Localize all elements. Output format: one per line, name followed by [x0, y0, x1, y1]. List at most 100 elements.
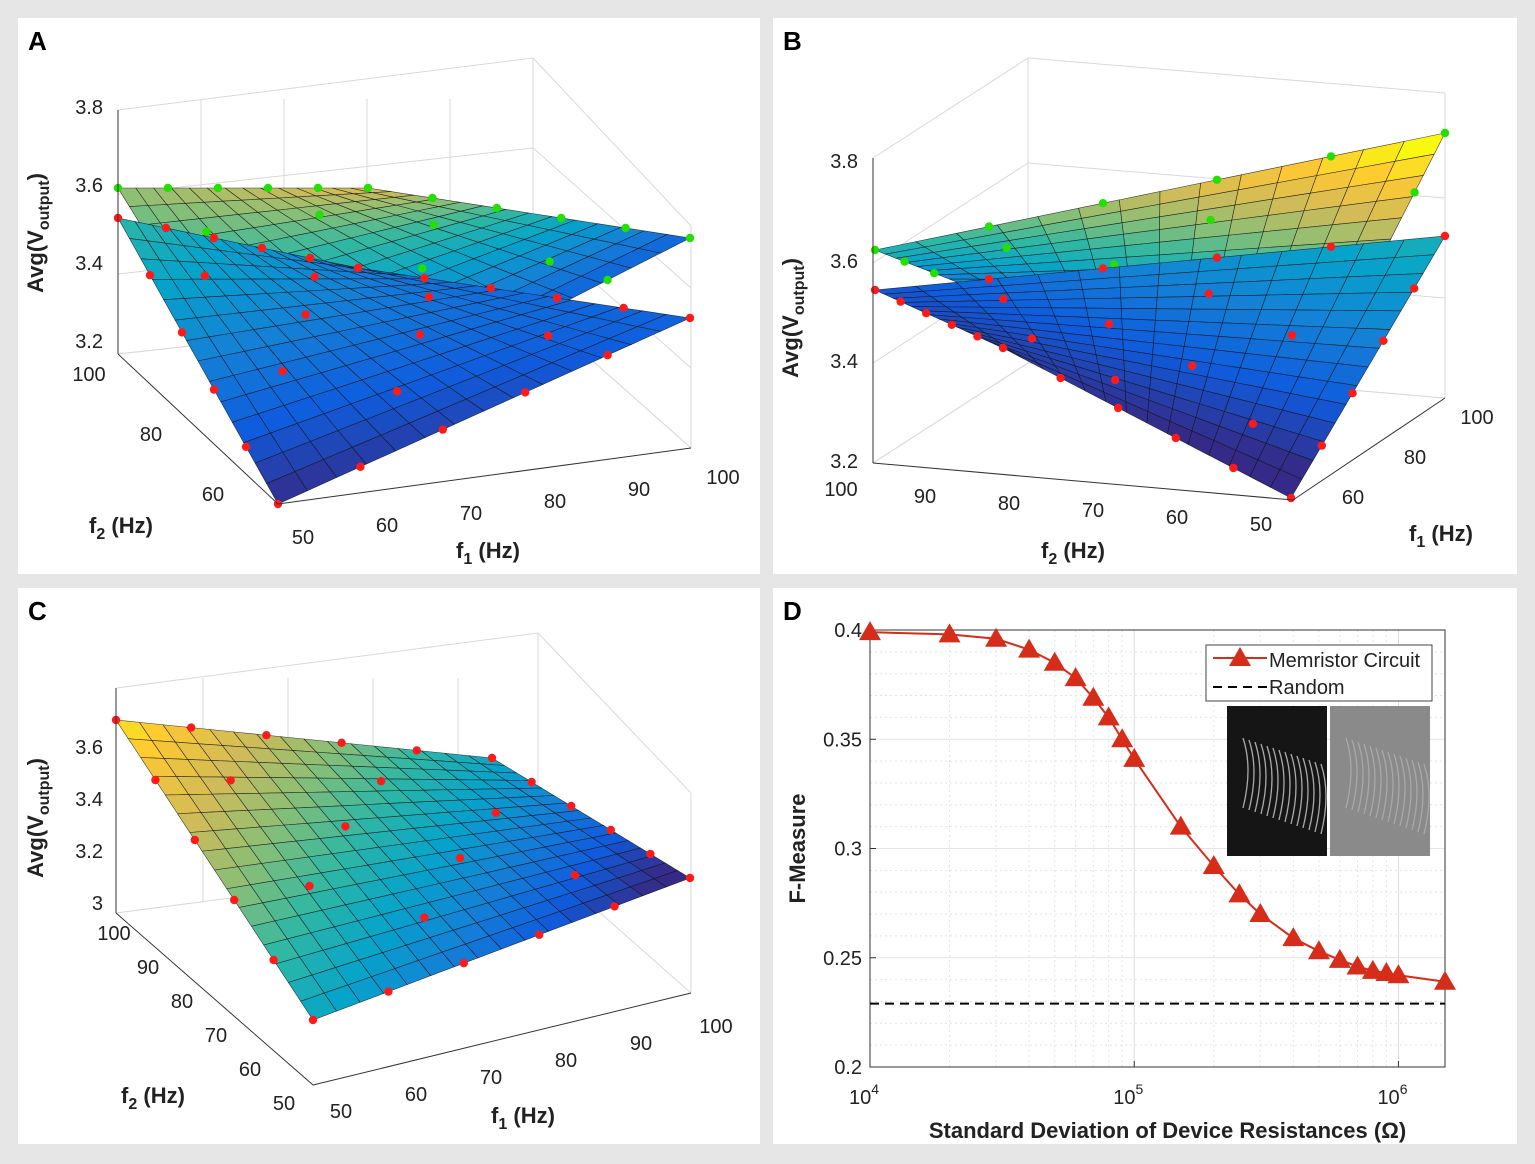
data-point-marker: [527, 777, 536, 787]
data-point-marker: [1287, 331, 1297, 340]
data-point-marker: [859, 621, 881, 641]
z-tick-label: 3.2: [75, 841, 103, 863]
data-point-marker: [363, 183, 373, 193]
data-point-marker: [619, 303, 628, 313]
data-point-marker: [209, 385, 219, 394]
data-point-marker: [1204, 289, 1213, 298]
surface-cell: [1193, 281, 1235, 297]
panel-label-b: B: [783, 26, 802, 56]
x-axis-label: f1 (Hz): [456, 538, 520, 568]
surface-cell: [1233, 265, 1278, 283]
data-point-marker: [262, 731, 271, 740]
zebra-stripe: [1272, 747, 1279, 819]
y-tick-label: 0.3: [834, 839, 862, 861]
x-tick-label: 50: [1250, 514, 1272, 536]
grid-line: [532, 147, 692, 289]
x-tick-label: 70: [460, 503, 482, 525]
grid-line: [117, 57, 534, 111]
zebra-stripe: [1375, 747, 1382, 819]
x-tick-label: 60: [1166, 507, 1188, 529]
data-point-marker: [947, 320, 956, 329]
data-point-marker: [896, 297, 905, 306]
z-tick-label: 3.4: [75, 789, 103, 811]
surface-cell: [1155, 296, 1194, 310]
surface-cell: [1225, 294, 1267, 310]
x-axis-label: f1 (Hz): [491, 1103, 555, 1133]
data-point-marker: [1326, 152, 1336, 161]
x-tick-label: 100: [706, 467, 739, 489]
x-tick-label: 104: [849, 1081, 879, 1109]
data-point-marker: [1110, 260, 1119, 269]
inset-image-noisy: [1330, 706, 1430, 856]
data-point-marker: [999, 294, 1008, 304]
grid-line: [537, 632, 692, 794]
data-point-marker: [313, 183, 323, 193]
data-point-marker: [1440, 128, 1450, 138]
zebra-stripe: [1357, 741, 1364, 813]
data-point-marker: [870, 245, 880, 255]
x-tick-label: 100: [699, 1016, 732, 1038]
surface-cell: [1047, 298, 1087, 309]
data-point-marker: [1440, 231, 1450, 241]
zebra-stripe: [1351, 739, 1358, 811]
panel-d: 0.2 0.25 0.3 0.35 0.4 104 105 106 Standard Devia…: [773, 588, 1517, 1144]
data-point-marker: [455, 853, 465, 863]
grid-line: [117, 147, 534, 195]
y-tick-label: 80: [140, 424, 162, 446]
z-tick-label: 3.2: [830, 451, 858, 473]
data-point-marker: [984, 222, 994, 231]
data-point-marker: [1212, 175, 1222, 184]
y-tick-label: 100: [1460, 407, 1493, 429]
surface-cell: [1188, 308, 1227, 324]
data-point-marker: [1110, 375, 1120, 385]
data-point-marker: [230, 895, 239, 905]
data-point-marker: [567, 801, 576, 811]
zebra-stripe: [1393, 753, 1400, 825]
data-point-marker: [606, 825, 615, 835]
surface-cell: [1006, 290, 1049, 301]
data-point-marker: [310, 272, 319, 282]
y-tick-label: 0.35: [823, 729, 862, 751]
data-point-marker: [163, 183, 173, 193]
data-point-marker: [535, 930, 544, 939]
z-axis-label: Avg(Voutput): [23, 758, 53, 878]
zebra-stripe: [1417, 761, 1424, 833]
data-point-marker: [1043, 651, 1066, 671]
data-point-marker: [922, 309, 931, 318]
data-point-marker: [428, 193, 437, 203]
data-point-marker: [190, 835, 199, 845]
z-axis-label: Avg(Voutput): [778, 258, 808, 378]
data-point-marker: [900, 257, 909, 266]
data-point-marker: [1027, 334, 1037, 343]
y-axis-label: f1 (Hz): [1409, 521, 1473, 551]
panel-label-a: A: [28, 26, 47, 56]
z-tick-label: 3.6: [830, 251, 858, 273]
y-tick-label: 60: [202, 484, 224, 506]
surface-cell: [1394, 235, 1446, 258]
surface-cell: [1229, 280, 1273, 297]
data-point-marker: [209, 233, 219, 243]
inset-image-edge-map: [1227, 706, 1327, 856]
surface-cell: [1044, 289, 1085, 300]
legend-label-random: Random: [1269, 677, 1345, 699]
x-tick-label: 90: [914, 486, 936, 508]
z-tick-label: 3.8: [75, 97, 103, 119]
data-point-marker: [1202, 854, 1225, 874]
surface-cell: [1218, 322, 1257, 340]
zebra-stripe: [1423, 763, 1430, 835]
data-point-marker: [543, 331, 553, 340]
surface-cell: [1265, 278, 1310, 296]
data-point-marker: [187, 723, 196, 732]
y-tick-label: 50: [273, 1093, 295, 1115]
data-point-marker: [341, 822, 350, 831]
surface-plot-b: 3.2 3.4 3.6 3.8 100 90 80 70 60 50 60 80 100 f2 (Hz) f…: [778, 57, 1494, 568]
data-point-marker: [1114, 403, 1123, 413]
x-tick-label: 60: [405, 1084, 427, 1106]
z-tick-label: 3.6: [75, 175, 103, 197]
data-point-marker: [412, 746, 421, 755]
grid-line: [532, 57, 692, 227]
data-point-marker: [392, 387, 402, 396]
data-point-marker: [557, 213, 566, 223]
data-point-marker: [356, 462, 365, 471]
